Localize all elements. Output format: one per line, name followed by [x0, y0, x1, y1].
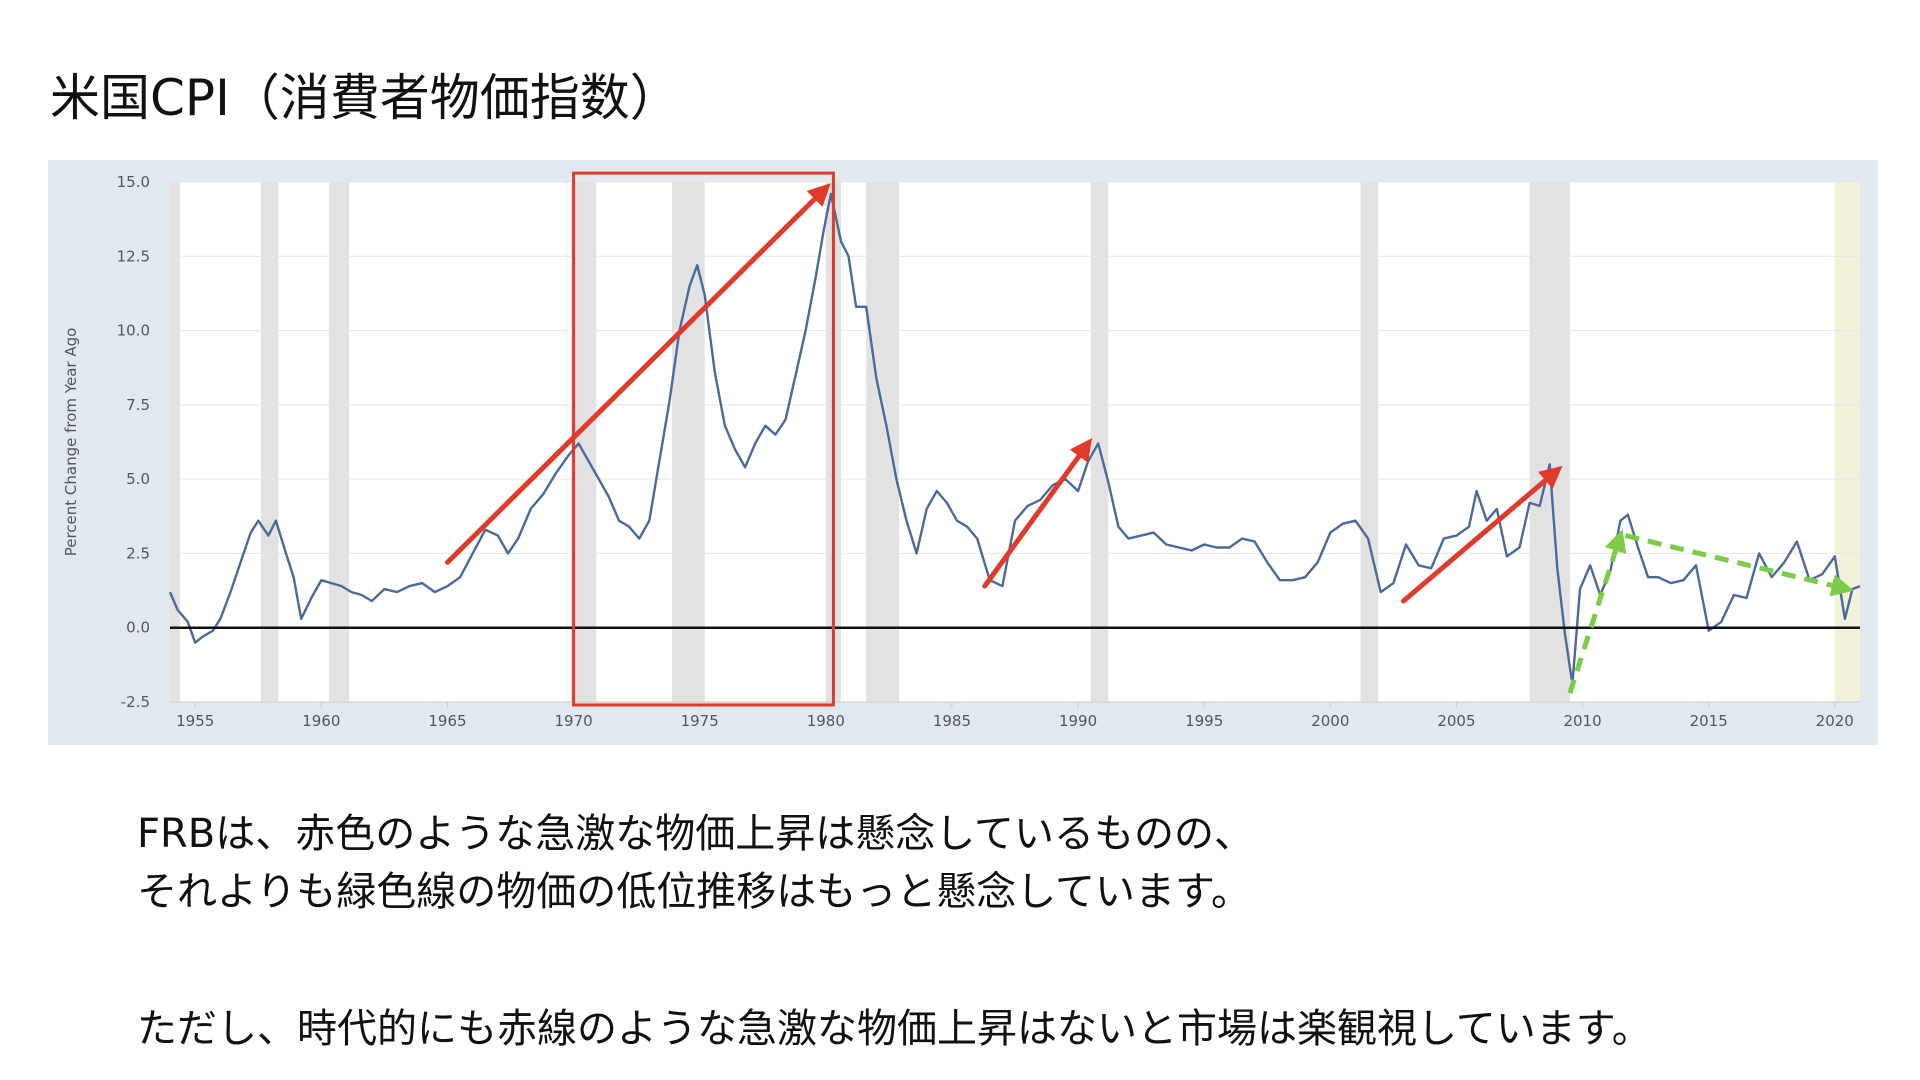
- x-tick-label: 1975: [681, 712, 719, 730]
- recession-band: [328, 182, 350, 702]
- cpi-series-line: [168, 192, 1861, 686]
- series-layer: [168, 192, 1861, 686]
- y-tick-label: 0.0: [126, 619, 150, 637]
- chart-panel: 15.0 12.5 10.0 7.5 5.0 2.5 0.0 -2.5 1955 1960 1965…: [48, 160, 1878, 745]
- y-tick-label: -2.5: [121, 693, 150, 711]
- y-tick-label: 5.0: [126, 470, 150, 488]
- x-tick-label: 1995: [1185, 712, 1223, 730]
- x-tick-label: 2010: [1563, 712, 1601, 730]
- body-text-line-1: FRBは、赤色のような急激な物価上昇は懸念しているものの、: [137, 811, 1255, 857]
- y-tick-label: 10.0: [117, 322, 150, 340]
- x-tick-label: 1985: [933, 712, 971, 730]
- y-axis-title: Percent Change from Year Ago: [62, 328, 80, 557]
- body-text-line-3: ただし、時代的にも赤線のような急激な物価上昇はないと市場は楽観視しています。: [137, 1006, 1652, 1052]
- x-tick-label: 1965: [428, 712, 466, 730]
- x-tick-label: 1960: [302, 712, 340, 730]
- slide-title: 米国CPI（消費者物価指数）: [50, 69, 680, 127]
- x-tick-label: 2015: [1690, 712, 1728, 730]
- y-tick-label: 15.0: [117, 173, 150, 191]
- red-trend-arrow: [982, 438, 1093, 589]
- red-trend-arrow: [444, 183, 831, 565]
- y-tick-label: 2.5: [126, 544, 150, 562]
- y-tick-label: 7.5: [126, 396, 150, 414]
- x-tick-label: 1990: [1059, 712, 1097, 730]
- x-tick-label: 1955: [176, 712, 214, 730]
- recession-band: [1090, 182, 1109, 702]
- x-tick-label: 1970: [554, 712, 592, 730]
- x-tick-label: 2000: [1311, 712, 1349, 730]
- recession-band: [260, 182, 279, 702]
- green-trend-arrow: [1567, 529, 1627, 694]
- x-tick-label: 2005: [1437, 712, 1475, 730]
- recession-band: [1360, 182, 1379, 702]
- red-trend-arrow: [1400, 465, 1563, 604]
- body-text-line-2: それよりも緑色線の物価の低位推移はもっと懸念しています。: [137, 869, 1251, 915]
- annotations: [444, 171, 1854, 707]
- cpi-line-chart: 15.0 12.5 10.0 7.5 5.0 2.5 0.0 -2.5 1955 1960 1965…: [62, 171, 1861, 730]
- green-trend-arrow: [1624, 533, 1854, 597]
- recession-band: [866, 182, 899, 702]
- y-tick-label: 12.5: [117, 247, 150, 265]
- recession-band: [571, 182, 597, 702]
- axes: 15.0 12.5 10.0 7.5 5.0 2.5 0.0 -2.5 1955 1960 1965…: [117, 173, 1860, 730]
- x-tick-label: 1980: [807, 712, 845, 730]
- highlight-band: [1834, 182, 1860, 702]
- x-tick-label: 2020: [1816, 712, 1854, 730]
- plot-area: [170, 182, 1860, 702]
- recession-band: [671, 182, 705, 702]
- recession-band: [170, 182, 181, 702]
- recession-bands: [170, 182, 1860, 702]
